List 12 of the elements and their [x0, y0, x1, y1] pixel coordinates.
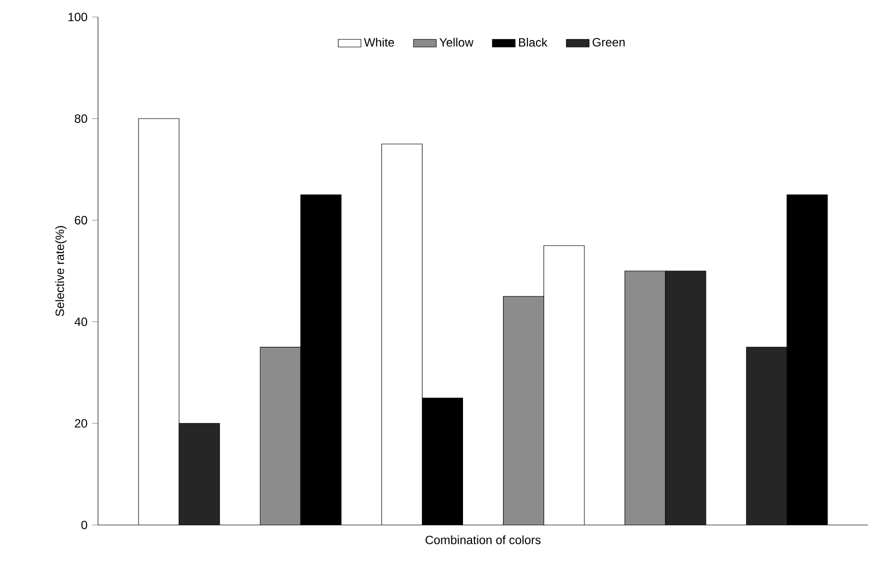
y-tick-label: 40 — [74, 318, 88, 326]
x-axis-title: Combination of colors — [426, 535, 541, 544]
legend-label: Yellow — [439, 38, 474, 47]
y-axis-title: Selective rate(%) — [55, 226, 66, 316]
y-tick-label: 80 — [74, 114, 88, 123]
legend-label: Green — [592, 38, 625, 46]
y-tick-label: 20 — [74, 419, 88, 428]
legend-label: Black — [519, 38, 548, 47]
y-tick-label: 100 — [68, 12, 88, 22]
legend-label: White — [364, 38, 394, 47]
y-tick-label: 0 — [81, 520, 88, 530]
y-tick-label: 60 — [74, 216, 88, 224]
